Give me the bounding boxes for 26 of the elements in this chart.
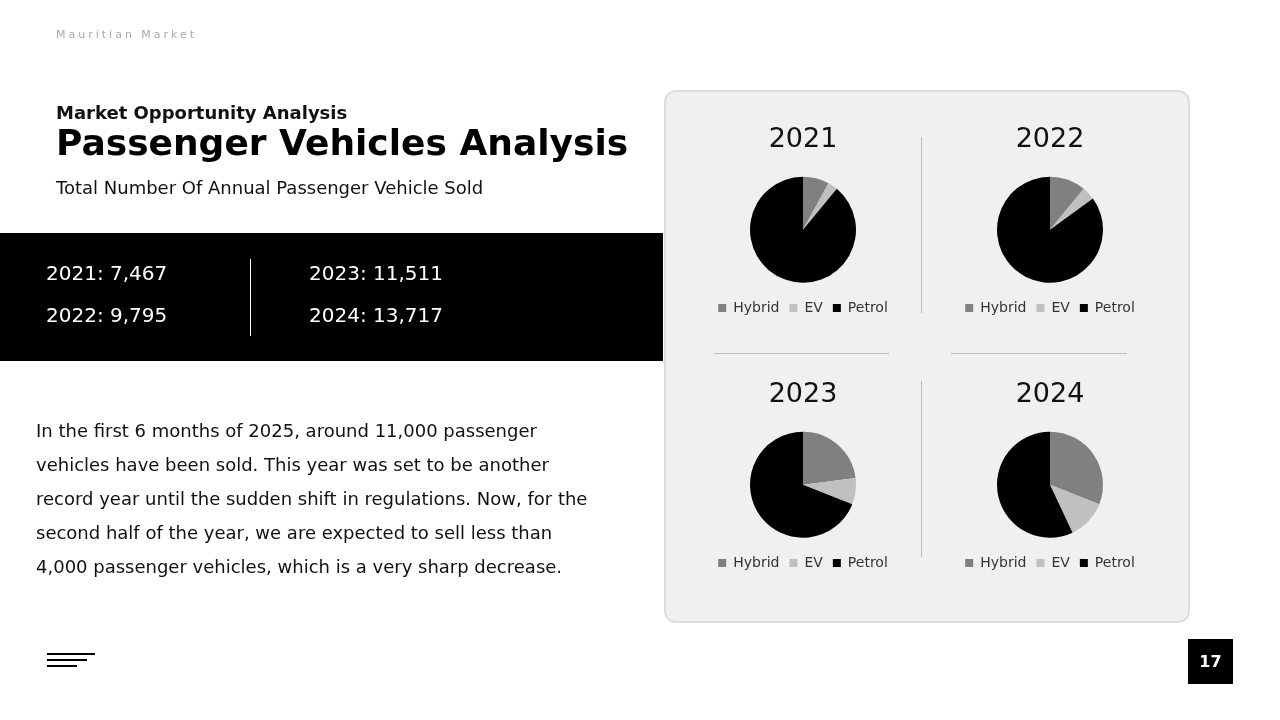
text: Passenger Vehicles Analysis [56, 122, 629, 163]
legend-label: EV [1051, 553, 1071, 570]
legend-label: EV [1051, 298, 1071, 315]
legend-label: EV [804, 553, 824, 570]
legend-label: Petrol [1094, 553, 1135, 570]
text: 2021: 7,467 [46, 261, 168, 285]
text: 2024: 13,717 [309, 303, 443, 327]
legend-label: Petrol [1094, 298, 1135, 315]
legend-label: Hybrid [980, 553, 1027, 570]
chart-title: 2023 [768, 377, 838, 409]
legend-label: Petrol [847, 298, 888, 315]
chart-title: 2021 [768, 122, 838, 154]
legend-label: EV [804, 298, 824, 315]
chart-title: 2024 [1015, 377, 1085, 409]
legend-label: Petrol [847, 553, 888, 570]
legend-label: Hybrid [980, 298, 1027, 315]
legend-label: Hybrid [733, 553, 780, 570]
chart-title: 2022 [1015, 122, 1085, 154]
legend-label: Hybrid [733, 298, 780, 315]
text: In the first 6 months of 2025, around 11,000 passenger vehicles have been sold. This year was set to be another record year until the sudden shift in regulations. Now, for the second half of the year, we are expected to sell less than 4,000 passenger vehicles, which is a very sharp decrease. [36, 419, 589, 579]
text: Market Opportunity Analysis [56, 102, 348, 123]
text: Total Number Of Annual Passenger Vehicle Sold [56, 177, 484, 198]
text: 2023: 11,511 [309, 261, 443, 285]
text: Mauritian Market [56, 28, 198, 41]
text: 17 [1188, 639, 1233, 684]
text: 2022: 9,795 [46, 303, 168, 327]
